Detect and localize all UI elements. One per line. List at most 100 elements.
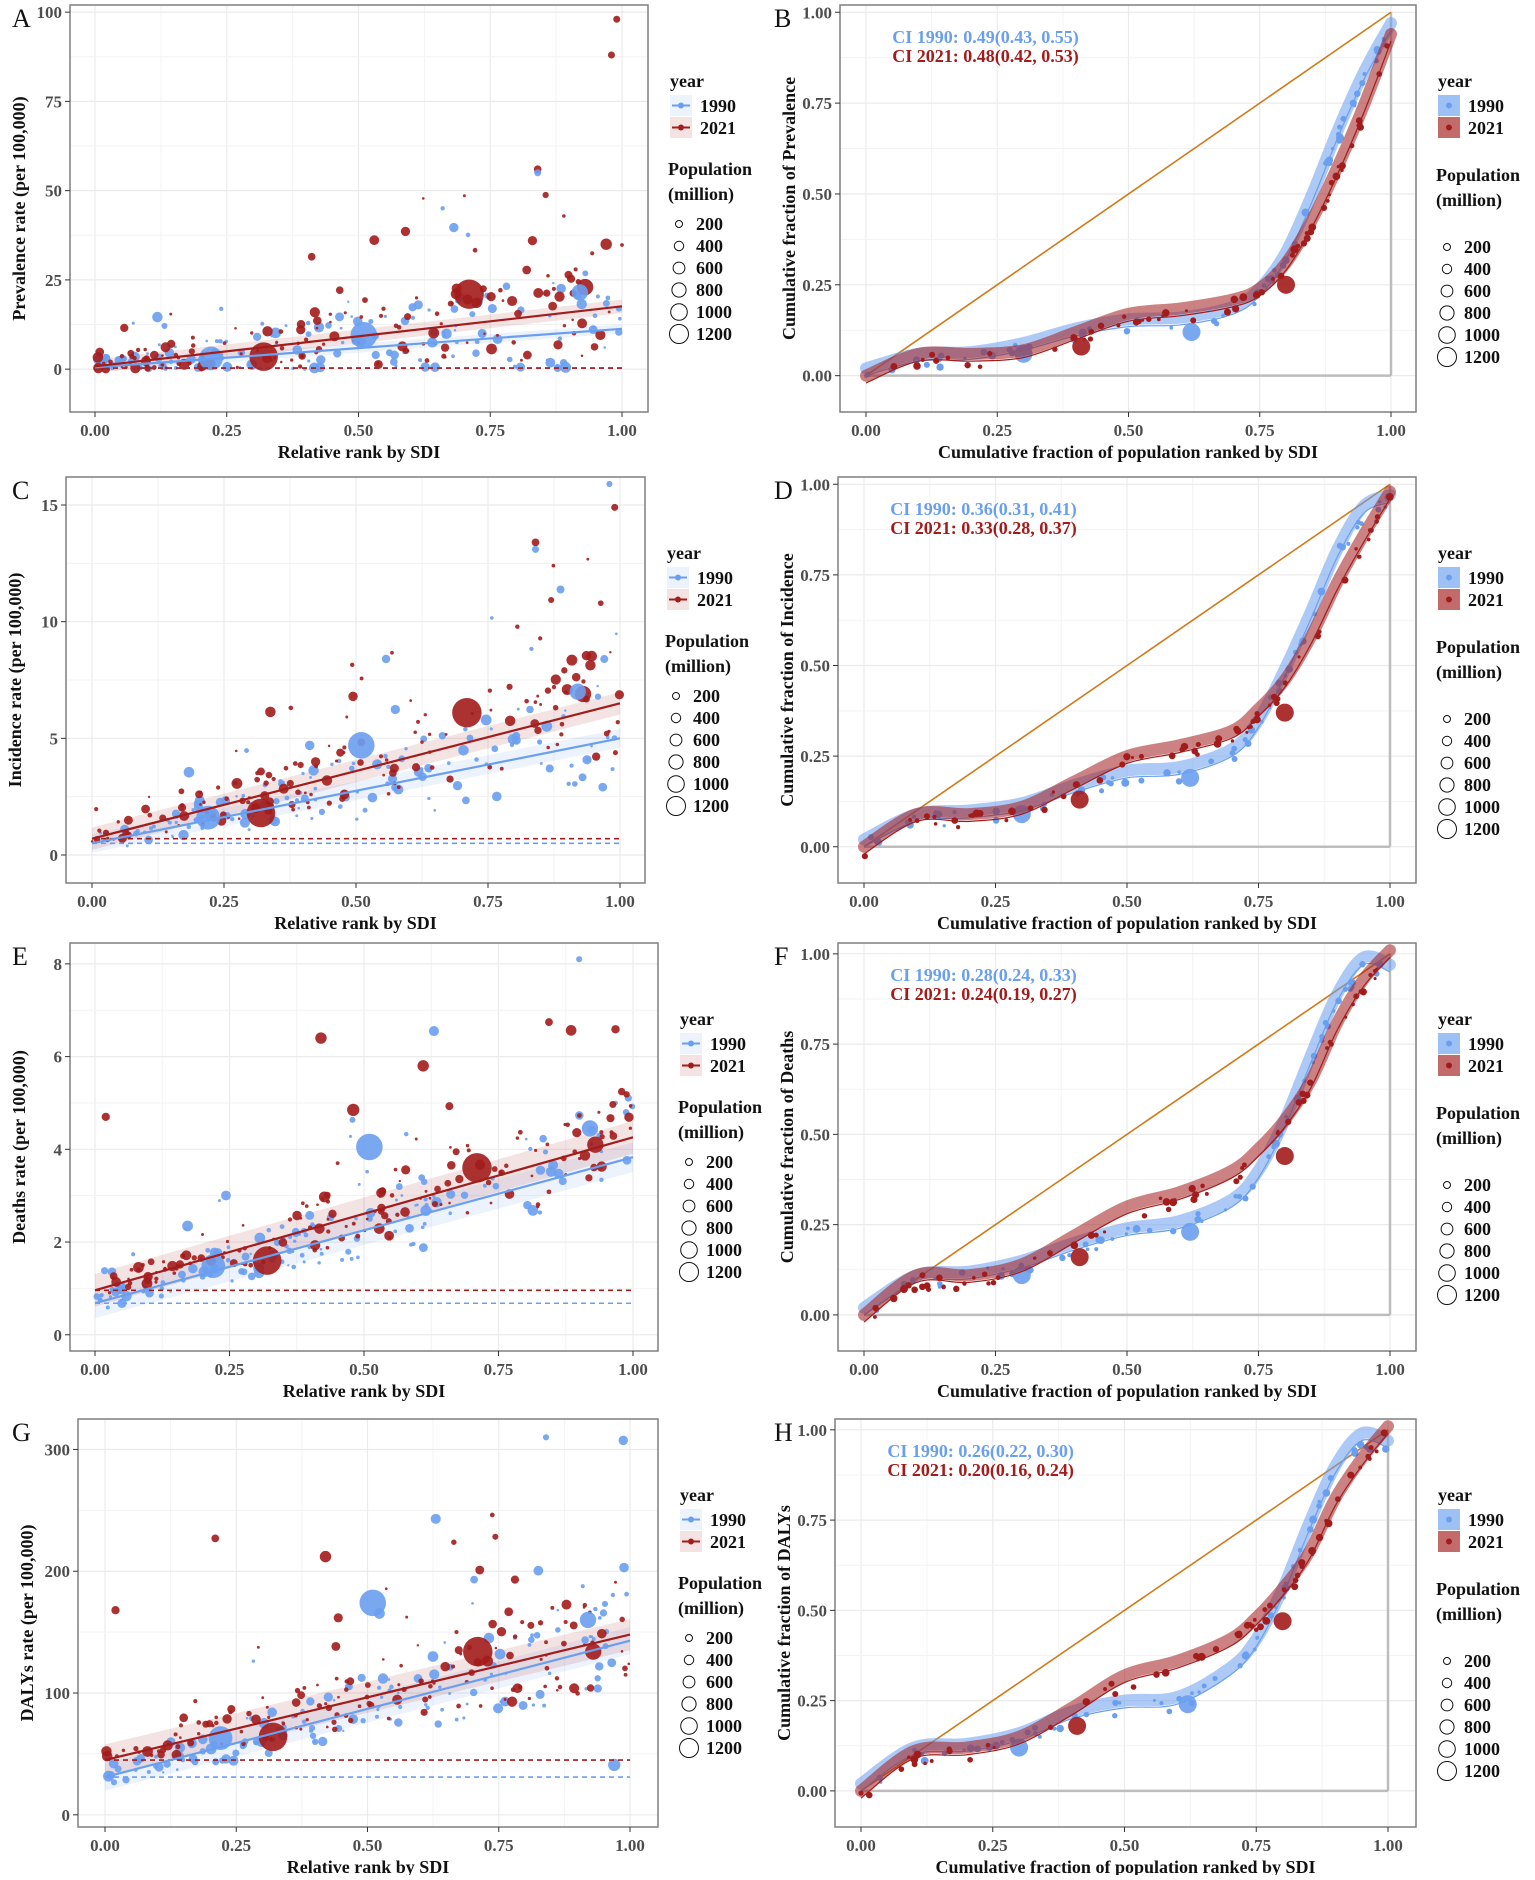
data-point (440, 1661, 450, 1672)
data-point (559, 721, 565, 727)
data-point (1177, 770, 1181, 774)
data-point (109, 1272, 118, 1280)
y-tick-label: 10 (41, 613, 58, 632)
data-point (296, 325, 306, 335)
data-point (1199, 1219, 1204, 1224)
data-point (263, 780, 269, 786)
data-point (555, 742, 560, 747)
data-point (564, 709, 567, 712)
data-point (512, 1634, 518, 1639)
data-point (173, 1732, 178, 1737)
data-point (1316, 1503, 1322, 1509)
data-point (299, 1727, 303, 1731)
data-point (494, 1648, 506, 1660)
data-point (611, 1025, 620, 1034)
data-point (502, 282, 511, 291)
x-axis-title: Relative rank by SDI (283, 1381, 446, 1401)
data-point (602, 299, 610, 307)
data-point (410, 315, 416, 320)
data-point (1173, 1198, 1177, 1202)
data-point (627, 1662, 631, 1666)
data-point (452, 781, 463, 791)
fit-line-2021 (94, 1136, 634, 1292)
equality-line (863, 953, 1391, 1316)
data-point (147, 1258, 155, 1266)
data-point (548, 597, 555, 604)
data-point (1242, 1162, 1247, 1168)
data-point-highlight (611, 503, 619, 511)
data-point (386, 1716, 391, 1721)
data-point (1152, 1698, 1156, 1702)
data-point (622, 1665, 628, 1672)
data-point (580, 1584, 585, 1589)
data-point (172, 1271, 177, 1275)
legend-label-1990: 1990 (710, 1510, 746, 1530)
y-tick-label: 0.25 (800, 1216, 830, 1235)
data-point (489, 1672, 494, 1676)
data-point (427, 732, 432, 737)
data-point (429, 765, 435, 770)
data-point (384, 1230, 395, 1241)
data-point (449, 222, 459, 233)
data-point (262, 326, 273, 337)
data-point (301, 1719, 307, 1724)
data-point (1159, 1701, 1164, 1706)
x-tick-label: 1.00 (605, 892, 635, 911)
data-point (1285, 1118, 1292, 1125)
x-tick-label: 0.75 (484, 1836, 514, 1855)
data-point (543, 1684, 547, 1689)
data-point (231, 777, 243, 789)
data-point (424, 1189, 428, 1193)
legend-size-label: 600 (696, 258, 723, 278)
fit-line-2021 (91, 702, 621, 840)
y-tick-label: 25 (45, 271, 62, 290)
legend-title-population: Population (1436, 637, 1520, 657)
data-point (174, 820, 178, 825)
data-point (1382, 1445, 1390, 1453)
legend-size-circle (681, 1696, 697, 1712)
data-point (1083, 1711, 1090, 1718)
legend-size-label: 600 (706, 1672, 733, 1692)
data-point (443, 355, 447, 359)
data-point (937, 1284, 942, 1289)
legend-key-point (1446, 1062, 1452, 1069)
legend-key-point (688, 1062, 694, 1069)
data-point (291, 807, 296, 812)
data-point (423, 1197, 428, 1202)
data-point (234, 327, 237, 330)
data-point (1108, 780, 1114, 787)
data-point (448, 1692, 452, 1695)
data-point (592, 313, 598, 319)
legend-size-label: 200 (1464, 709, 1491, 729)
data-point (606, 1114, 615, 1123)
data-point (325, 322, 332, 329)
legend-size-label: 800 (693, 752, 720, 772)
legend-size-label: 800 (1464, 1717, 1491, 1737)
data-point (605, 735, 610, 740)
data-point (1165, 1206, 1172, 1213)
data-point (414, 1204, 417, 1207)
data-point (450, 305, 459, 313)
data-point (448, 1201, 451, 1205)
data-point (305, 320, 311, 326)
data-point (281, 1721, 286, 1726)
data-point (569, 1621, 578, 1630)
data-point (270, 327, 282, 339)
data-point (99, 1293, 104, 1298)
data-point (1197, 1690, 1201, 1694)
data-point (599, 1134, 605, 1140)
data-point (465, 341, 469, 345)
legend-size-circle (1443, 1181, 1451, 1189)
data-point (321, 342, 326, 346)
data-point (515, 1136, 520, 1140)
data-point (1108, 1680, 1115, 1687)
data-point (1253, 1627, 1259, 1633)
data-point (1138, 753, 1144, 759)
data-point (146, 352, 149, 355)
data-point (428, 1683, 433, 1689)
legend-label-1990: 1990 (1468, 1034, 1504, 1054)
data-point (343, 1687, 349, 1692)
data-point (544, 1665, 550, 1671)
data-point (297, 806, 301, 810)
data-point (501, 299, 505, 302)
